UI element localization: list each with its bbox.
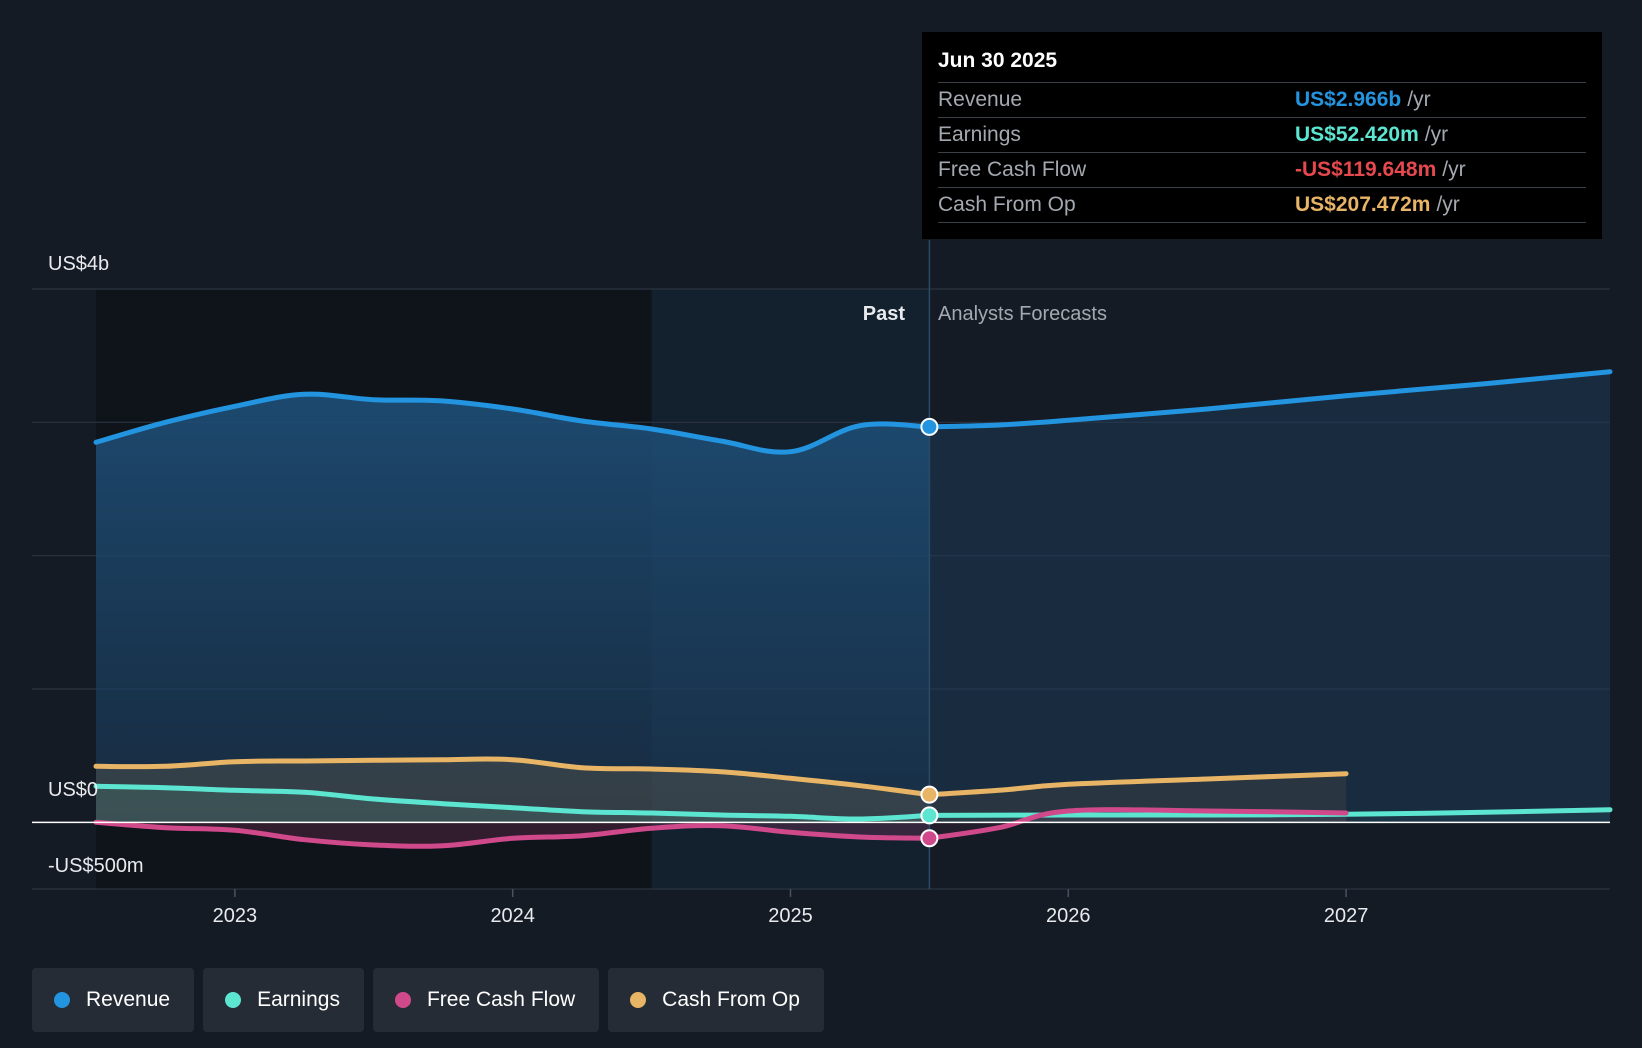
legend-label: Earnings [257,988,340,1011]
series-markers [920,417,939,848]
legend-item-free-cash-flow[interactable]: Free Cash Flow [372,968,600,1032]
free-cash-flow-line-forecast [926,807,1349,841]
legend-dot-icon [394,992,411,1008]
tooltip-row-cfo: Cash From Op US$207.472m /yr [938,188,1586,223]
revenue-line-forecast [926,369,1613,430]
tooltip-value: US$207.472m [1295,193,1431,216]
legend-label: Cash From Op [662,988,800,1011]
cash-from-op-area-past [96,758,930,823]
cash-from-op-line-forecast [926,771,1349,798]
x-tick-label: 2024 [490,905,535,927]
tooltip-value: US$2.966b [1295,88,1402,111]
legend-label: Revenue [86,988,171,1011]
tooltip-label: Earnings [938,123,1021,146]
tooltip-label: Revenue [938,88,1023,111]
y-tick-label-0: US$0 [48,779,98,801]
tooltip-unit: /yr [1407,88,1431,111]
series-areas [96,371,1610,847]
x-tick-label: 2026 [1046,905,1091,927]
legend-dot-icon [54,992,70,1008]
tooltip-label: Free Cash Flow [938,158,1087,181]
tooltip-unit: /yr [1442,158,1466,181]
tooltip-date: Jun 30 2025 [938,46,1586,83]
tooltip-row-earnings: Earnings US$52.420m /yr [938,118,1586,153]
x-tick-label: 2027 [1324,905,1369,927]
free-cash-flow-line-past [93,819,932,849]
legend-dot-icon [630,992,647,1008]
legend: Revenue Earnings Free Cash Flow Cash Fro… [32,968,824,1032]
legend-item-earnings[interactable]: Earnings [203,968,364,1032]
tooltip-unit: /yr [1424,123,1449,146]
x-tick-label: 2023 [213,905,258,927]
tooltip-row-revenue: Revenue US$2.966b /yr [938,83,1586,118]
legend-item-cash-from-op[interactable]: Cash From Op [608,968,824,1032]
tooltip-unit: /yr [1436,193,1460,216]
legend-item-revenue[interactable]: Revenue [32,968,195,1032]
tooltip-value: US$52.420m [1295,123,1419,146]
legend-dot-icon [225,992,242,1008]
revenue-area-forecast [929,371,1610,823]
revenue-line-past [93,391,932,455]
free-cash-flow-marker [920,829,939,848]
series-lines [93,369,1613,849]
y-tick-label-neg500m: -US$500m [48,855,144,877]
tooltip-value: -US$119.648m [1295,158,1437,181]
x-tick-label: 2025 [768,905,813,927]
earnings-area-past [96,786,930,823]
chart: US$4b US$0 -US$500m Past Analysts Foreca… [32,240,1613,927]
tooltip: Jun 30 2025 Revenue US$2.966b /yr Earnin… [922,32,1602,239]
cash-from-op-marker [920,785,939,804]
revenue-area-past [96,394,930,823]
revenue-marker [920,417,939,436]
earnings-marker [920,806,939,825]
earnings-line-past [93,783,932,822]
free-cash-flow-area-past [96,822,930,847]
y-tick-label-4b: US$4b [48,253,109,275]
tooltip-label: Cash From Op [938,193,1076,216]
x-axis: 2023 2024 2025 2026 2027 [213,889,1369,927]
legend-label: Free Cash Flow [426,988,576,1011]
forecast-label: Analysts Forecasts [938,303,1107,325]
cash-from-op-line-past [93,756,932,798]
past-label: Past [863,303,906,325]
tooltip-row-fcf: Free Cash Flow -US$119.648m /yr [938,153,1586,188]
